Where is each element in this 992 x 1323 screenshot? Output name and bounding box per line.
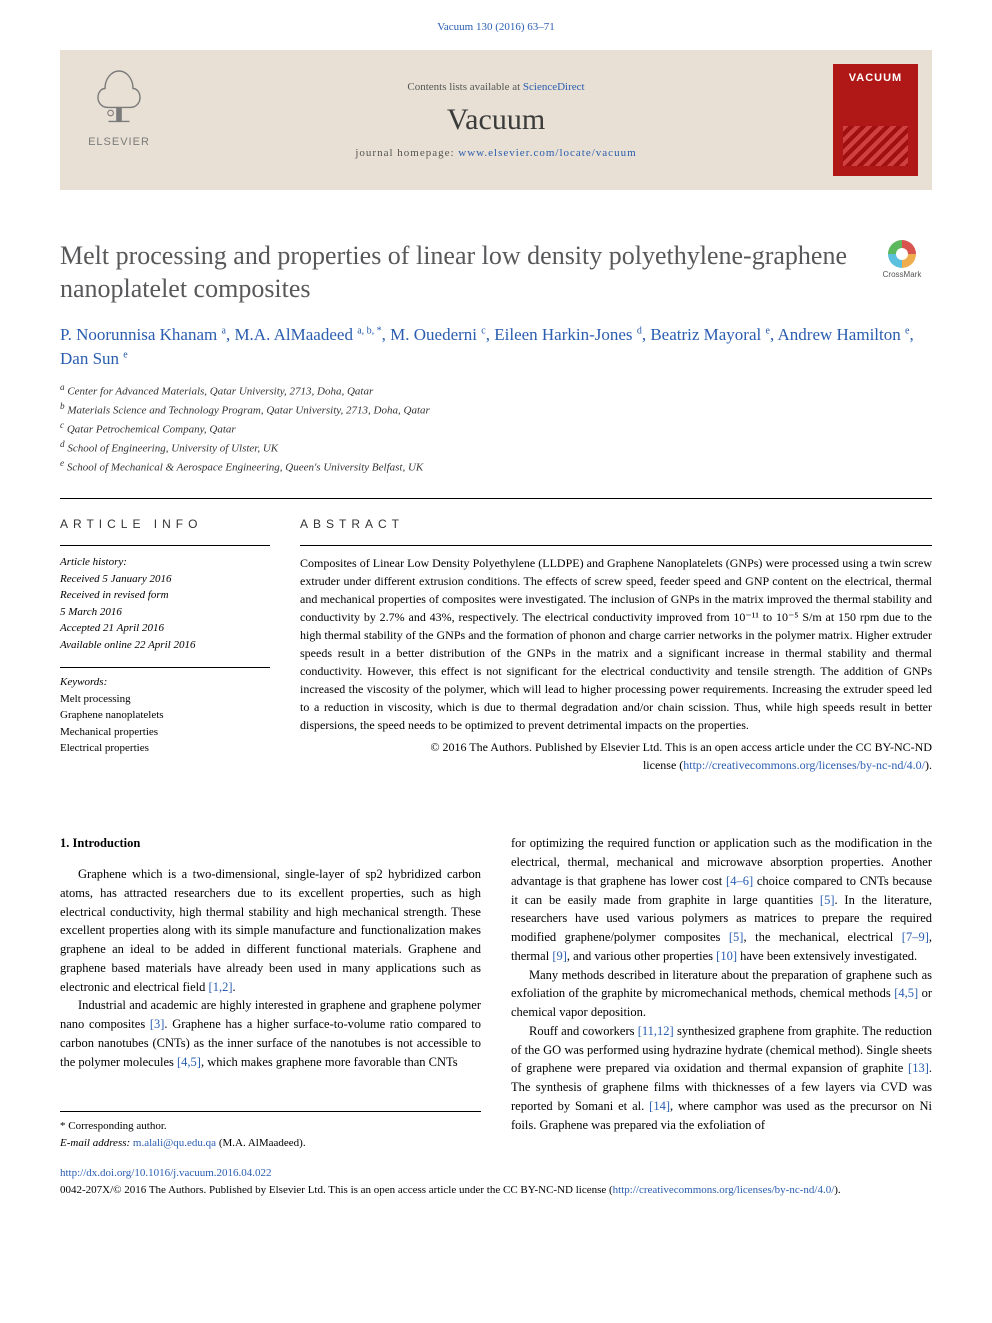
ref-link[interactable]: [5] <box>820 893 835 907</box>
email-line: E-mail address: m.alali@qu.edu.qa (M.A. … <box>60 1135 481 1152</box>
ref-link[interactable]: [13] <box>908 1061 929 1075</box>
body-columns: 1. Introduction Graphene which is a two-… <box>60 834 932 1151</box>
copyright-line2-suffix: ). <box>925 758 932 772</box>
ref-link[interactable]: [7–9] <box>902 930 929 944</box>
para-3: for optimizing the required function or … <box>511 834 932 965</box>
affiliation-line: b Materials Science and Technology Progr… <box>60 400 932 419</box>
crossmark-label: CrossMark <box>883 270 922 279</box>
journal-cover-thumb: VACUUM <box>833 64 918 176</box>
history-label: Article history: <box>60 554 270 571</box>
ref-link[interactable]: [4,5] <box>894 986 918 1000</box>
contents-prefix: Contents lists available at <box>407 81 522 93</box>
history-line: Received in revised form <box>60 587 270 604</box>
abstract-column: ABSTRACT Composites of Linear Low Densit… <box>300 499 932 774</box>
copyright-line1: © 2016 The Authors. Published by Elsevie… <box>430 740 932 754</box>
history-line: Received 5 January 2016 <box>60 571 270 588</box>
keyword-line: Electrical properties <box>60 740 270 757</box>
copyright-block: © 2016 The Authors. Published by Elsevie… <box>300 738 932 774</box>
corresponding-author: * Corresponding author. <box>60 1118 481 1135</box>
elsevier-tree-icon <box>84 64 154 134</box>
abstract-heading: ABSTRACT <box>300 517 932 531</box>
issn-line: 0042-207X/© 2016 The Authors. Published … <box>60 1182 932 1199</box>
history-line: Available online 22 April 2016 <box>60 637 270 654</box>
email-label: E-mail address: <box>60 1137 133 1149</box>
history-block: Article history: Received 5 January 2016… <box>60 545 270 653</box>
keyword-line: Melt processing <box>60 691 270 708</box>
history-line: 5 March 2016 <box>60 604 270 621</box>
elsevier-label: ELSEVIER <box>74 136 164 148</box>
email-suffix: (M.A. AlMaadeed). <box>216 1137 306 1149</box>
affiliation-line: a Center for Advanced Materials, Qatar U… <box>60 381 932 400</box>
journal-banner: ELSEVIER Contents lists available at Sci… <box>60 50 932 190</box>
info-row: ARTICLE INFO Article history: Received 5… <box>60 498 932 774</box>
ref-link[interactable]: [3] <box>150 1017 165 1031</box>
ref-link[interactable]: [9] <box>552 949 567 963</box>
history-lines: Received 5 January 2016Received in revis… <box>60 571 270 654</box>
abstract-text: Composites of Linear Low Density Polyeth… <box>300 545 932 734</box>
column-right: for optimizing the required function or … <box>511 834 932 1151</box>
sciencedirect-link[interactable]: ScienceDirect <box>523 81 585 93</box>
article-content: Melt processing and properties of linear… <box>60 240 932 1151</box>
doi-link[interactable]: http://dx.doi.org/10.1016/j.vacuum.2016.… <box>60 1167 272 1179</box>
ref-link[interactable]: [4–6] <box>726 874 753 888</box>
article-info-heading: ARTICLE INFO <box>60 517 270 531</box>
crossmark-icon <box>888 240 916 268</box>
ref-link[interactable]: [11,12] <box>638 1024 674 1038</box>
email-link[interactable]: m.alali@qu.edu.qa <box>133 1137 216 1149</box>
ref-link[interactable]: [5] <box>729 930 744 944</box>
journal-title: Vacuum <box>355 103 636 137</box>
keywords-block: Keywords: Melt processingGraphene nanopl… <box>60 667 270 757</box>
contents-line: Contents lists available at ScienceDirec… <box>355 81 636 93</box>
license-link[interactable]: http://creativecommons.org/licenses/by-n… <box>683 758 925 772</box>
keyword-line: Mechanical properties <box>60 724 270 741</box>
ref-link[interactable]: [1,2] <box>209 980 233 994</box>
keywords-lines: Melt processingGraphene nanoplateletsMec… <box>60 691 270 757</box>
article-title: Melt processing and properties of linear… <box>60 240 872 305</box>
page-footer: http://dx.doi.org/10.1016/j.vacuum.2016.… <box>60 1165 932 1198</box>
homepage-line: journal homepage: www.elsevier.com/locat… <box>355 147 636 159</box>
banner-center: Contents lists available at ScienceDirec… <box>355 81 636 159</box>
keyword-line: Graphene nanoplatelets <box>60 707 270 724</box>
title-row: Melt processing and properties of linear… <box>60 240 932 305</box>
para-2: Industrial and academic are highly inter… <box>60 996 481 1071</box>
keywords-label: Keywords: <box>60 674 270 691</box>
homepage-link[interactable]: www.elsevier.com/locate/vacuum <box>458 147 636 159</box>
crossmark-badge[interactable]: CrossMark <box>872 240 932 279</box>
footnote-block: * Corresponding author. E-mail address: … <box>60 1111 481 1151</box>
footer-license-link[interactable]: http://creativecommons.org/licenses/by-n… <box>613 1184 835 1196</box>
ref-link[interactable]: [14] <box>649 1099 670 1113</box>
history-line: Accepted 21 April 2016 <box>60 620 270 637</box>
affiliation-line: c Qatar Petrochemical Company, Qatar <box>60 419 932 438</box>
para-1: Graphene which is a two-dimensional, sin… <box>60 865 481 996</box>
column-left: 1. Introduction Graphene which is a two-… <box>60 834 481 1151</box>
authors-list: P. Noorunnisa Khanam a, M.A. AlMaadeed a… <box>60 323 932 371</box>
ref-link[interactable]: [4,5] <box>177 1055 201 1069</box>
page-header: Vacuum 130 (2016) 63–71 <box>0 0 992 42</box>
para-5: Rouff and coworkers [11,12] synthesized … <box>511 1022 932 1135</box>
cover-title: VACUUM <box>849 72 902 84</box>
copyright-line2-prefix: license ( <box>643 758 683 772</box>
homepage-prefix: journal homepage: <box>355 147 458 159</box>
section-1-heading: 1. Introduction <box>60 834 481 853</box>
affiliations-list: a Center for Advanced Materials, Qatar U… <box>60 381 932 477</box>
affiliation-line: e School of Mechanical & Aerospace Engin… <box>60 457 932 476</box>
para-4: Many methods described in literature abo… <box>511 966 932 1022</box>
affiliation-line: d School of Engineering, University of U… <box>60 438 932 457</box>
elsevier-logo: ELSEVIER <box>74 64 164 148</box>
citation-text: Vacuum 130 (2016) 63–71 <box>437 21 555 33</box>
article-info-column: ARTICLE INFO Article history: Received 5… <box>60 499 270 774</box>
ref-link[interactable]: [10] <box>716 949 737 963</box>
